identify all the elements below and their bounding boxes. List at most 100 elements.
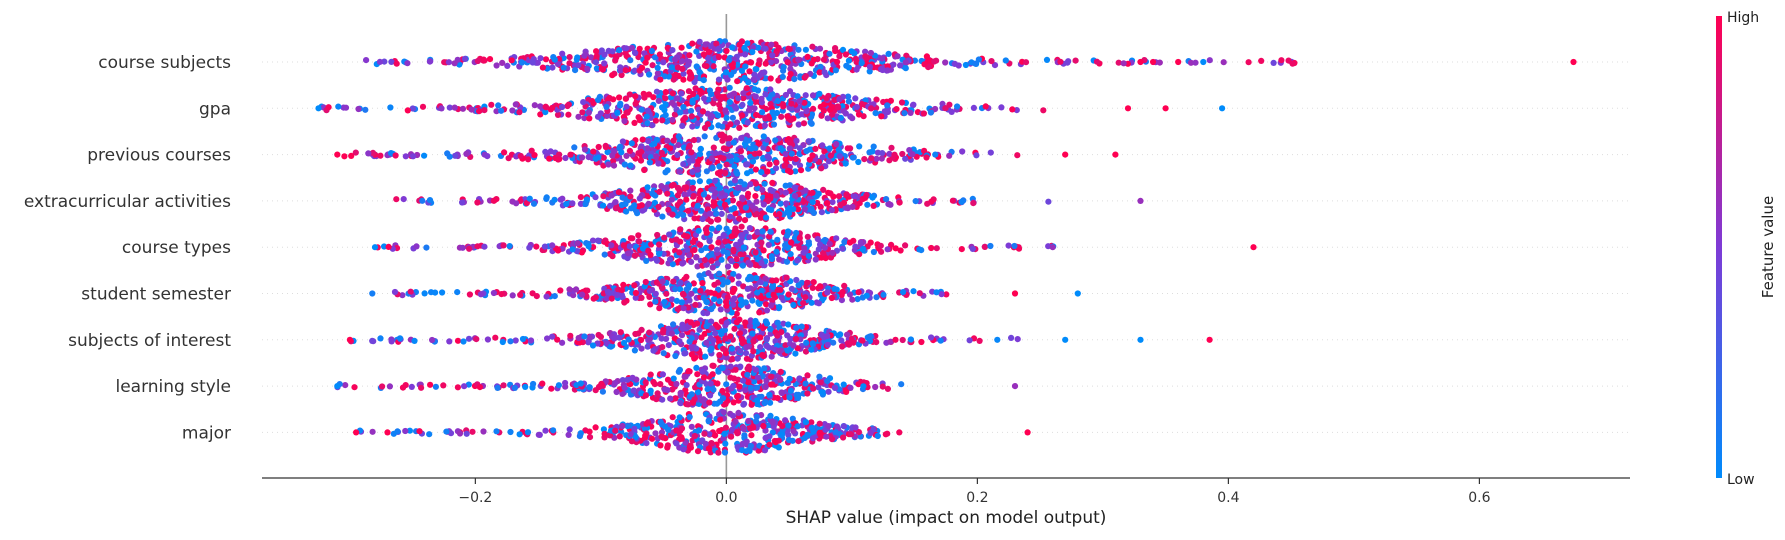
shap-point: [849, 154, 857, 161]
shap-point: [724, 263, 732, 270]
shap-point: [601, 60, 608, 67]
shap-point: [753, 198, 760, 205]
shap-point: [674, 192, 682, 199]
shap-point: [672, 286, 679, 293]
shap-point: [792, 350, 799, 357]
shap-point: [516, 431, 523, 438]
shap-point: [632, 93, 639, 100]
shap-point: [566, 60, 573, 67]
shap-point: [569, 246, 576, 253]
feature-label-previous-courses: previous courses: [87, 146, 231, 166]
shap-point: [759, 228, 766, 235]
shap-point-outlier: [1062, 336, 1069, 343]
shap-point: [622, 67, 629, 74]
shap-point: [688, 258, 695, 265]
shap-point: [942, 105, 949, 112]
shap-point: [459, 105, 467, 112]
shap-point: [816, 90, 823, 97]
shap-point: [627, 193, 634, 200]
shap-point: [678, 299, 685, 306]
shap-point: [832, 384, 839, 391]
shap-point: [715, 216, 722, 223]
shap-point: [834, 58, 841, 65]
shap-point: [407, 288, 414, 295]
shap-point: [900, 289, 907, 296]
shap-point: [493, 108, 500, 115]
shap-point: [714, 260, 721, 267]
shap-point: [493, 62, 500, 69]
feature-row-course-subjects: [363, 38, 1577, 86]
shap-point: [762, 115, 769, 122]
shap-point: [454, 384, 461, 391]
shap-point: [803, 148, 810, 155]
shap-point: [381, 58, 388, 65]
shap-point: [757, 71, 764, 79]
shap-point: [585, 243, 592, 250]
shap-point: [429, 336, 436, 344]
shap-point: [696, 151, 704, 158]
shap-point: [699, 108, 707, 115]
shap-point: [642, 153, 649, 160]
shap-point: [624, 109, 631, 116]
shap-point: [363, 57, 370, 64]
shap-point: [707, 218, 715, 225]
shap-point: [803, 108, 810, 115]
shap-point: [577, 380, 584, 387]
shap-point: [598, 65, 605, 72]
shap-point: [847, 384, 854, 391]
shap-point: [816, 69, 823, 76]
shap-point: [513, 200, 520, 207]
shap-point: [801, 245, 808, 252]
shap-point: [480, 428, 487, 435]
shap-point: [819, 142, 826, 149]
shap-point: [898, 381, 905, 388]
shap-point: [726, 84, 733, 91]
shap-point: [393, 60, 400, 67]
shap-point: [694, 371, 701, 378]
shap-point: [679, 122, 686, 129]
shap-point: [742, 63, 749, 70]
shap-point: [620, 242, 628, 249]
shap-point: [426, 197, 434, 204]
shap-point: [659, 213, 666, 220]
shap-point: [391, 288, 399, 296]
shap-point: [884, 246, 891, 253]
shap-point: [607, 202, 614, 209]
shap-point: [782, 242, 789, 249]
shap-point: [778, 294, 785, 301]
shap-point: [662, 89, 669, 96]
shap-point: [729, 114, 737, 121]
shap-point: [849, 203, 856, 210]
shap-point: [839, 288, 846, 296]
shap-point: [537, 111, 544, 118]
shap-point: [828, 103, 836, 111]
shap-point: [649, 122, 656, 129]
shap-point: [713, 210, 720, 217]
shap-point: [785, 45, 792, 52]
shap-point: [728, 206, 735, 213]
shap-point: [714, 323, 722, 331]
shap-point: [840, 381, 847, 388]
shap-point: [692, 85, 699, 92]
shap-point: [720, 345, 727, 352]
shap-point: [805, 253, 813, 260]
shap-point: [404, 60, 411, 67]
shap-point: [774, 332, 781, 339]
shap-point: [711, 290, 718, 297]
shap-point: [761, 122, 769, 129]
shap-point: [745, 343, 752, 350]
shap-point: [730, 399, 737, 406]
shap-point: [818, 331, 825, 338]
shap-point: [516, 109, 523, 116]
shap-point: [777, 145, 784, 152]
shap-point: [574, 54, 581, 61]
shap-point: [832, 45, 839, 52]
shap-point-outlier: [1074, 290, 1081, 297]
shap-point: [724, 76, 731, 83]
shap-point: [643, 113, 650, 120]
shap-point: [554, 111, 562, 118]
shap-point: [812, 145, 819, 152]
shap-point: [712, 200, 719, 207]
shap-point: [581, 52, 588, 59]
